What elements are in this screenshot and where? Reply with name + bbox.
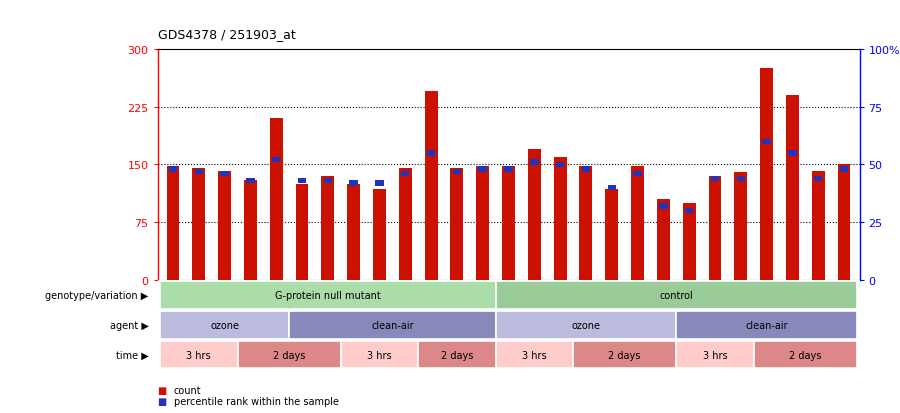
Bar bbox=[418, 341, 496, 368]
Bar bbox=[425, 92, 437, 280]
Bar bbox=[166, 166, 179, 280]
Text: clean-air: clean-air bbox=[371, 320, 414, 330]
Text: GDS4378 / 251903_at: GDS4378 / 251903_at bbox=[158, 28, 295, 41]
Bar bbox=[160, 341, 238, 368]
Bar bbox=[289, 311, 496, 339]
Text: ■: ■ bbox=[158, 396, 166, 406]
Bar bbox=[373, 190, 386, 280]
Bar bbox=[753, 341, 857, 368]
Bar bbox=[676, 311, 857, 339]
Bar bbox=[711, 176, 719, 182]
Bar bbox=[341, 341, 419, 368]
Bar bbox=[786, 96, 799, 280]
Bar bbox=[762, 139, 770, 145]
Text: time ▶: time ▶ bbox=[116, 350, 148, 360]
Text: clean-air: clean-air bbox=[745, 320, 788, 330]
Text: percentile rank within the sample: percentile rank within the sample bbox=[174, 396, 338, 406]
Bar bbox=[788, 151, 796, 156]
Bar bbox=[734, 173, 747, 280]
Bar bbox=[554, 157, 567, 280]
Text: 2 days: 2 days bbox=[441, 350, 473, 360]
Bar bbox=[193, 169, 205, 280]
Bar bbox=[349, 181, 358, 186]
Bar bbox=[556, 162, 564, 168]
Bar bbox=[169, 167, 177, 172]
Bar bbox=[218, 171, 231, 280]
Bar bbox=[840, 167, 848, 172]
Bar bbox=[685, 209, 693, 214]
Bar bbox=[238, 341, 341, 368]
Text: 3 hrs: 3 hrs bbox=[186, 350, 211, 360]
Bar bbox=[194, 169, 203, 175]
Bar bbox=[657, 199, 670, 280]
Text: 2 days: 2 days bbox=[608, 350, 641, 360]
Bar bbox=[298, 178, 306, 184]
Bar bbox=[295, 184, 309, 280]
Text: ■: ■ bbox=[158, 385, 166, 395]
Bar bbox=[347, 184, 360, 280]
Text: G-protein null mutant: G-protein null mutant bbox=[275, 290, 381, 300]
Bar bbox=[476, 166, 489, 280]
Bar bbox=[760, 69, 773, 280]
Bar bbox=[581, 167, 590, 172]
Bar bbox=[272, 158, 281, 163]
Bar bbox=[683, 204, 696, 280]
Bar bbox=[399, 169, 411, 280]
Bar bbox=[220, 171, 229, 177]
Text: 2 days: 2 days bbox=[789, 350, 822, 360]
Bar bbox=[496, 311, 676, 339]
Text: agent ▶: agent ▶ bbox=[110, 320, 148, 330]
Bar bbox=[504, 167, 513, 172]
Text: ozone: ozone bbox=[210, 320, 239, 330]
Bar bbox=[659, 204, 668, 209]
Bar bbox=[634, 171, 642, 177]
Bar bbox=[631, 166, 644, 280]
Bar bbox=[528, 150, 541, 280]
Bar bbox=[530, 160, 538, 165]
Bar bbox=[676, 341, 753, 368]
Bar bbox=[814, 176, 823, 182]
Text: 3 hrs: 3 hrs bbox=[367, 350, 392, 360]
Bar bbox=[708, 176, 722, 280]
Bar bbox=[580, 166, 592, 280]
Text: genotype/variation ▶: genotype/variation ▶ bbox=[45, 290, 148, 300]
Bar bbox=[736, 176, 745, 182]
Bar bbox=[812, 171, 824, 280]
Bar bbox=[160, 311, 289, 339]
Bar bbox=[608, 185, 616, 191]
Bar bbox=[375, 181, 383, 186]
Bar bbox=[496, 282, 857, 309]
Text: 3 hrs: 3 hrs bbox=[522, 350, 546, 360]
Bar bbox=[324, 178, 332, 184]
Bar bbox=[160, 282, 496, 309]
Text: control: control bbox=[660, 290, 693, 300]
Text: 3 hrs: 3 hrs bbox=[703, 350, 727, 360]
Bar bbox=[496, 341, 573, 368]
Bar bbox=[427, 151, 436, 156]
Bar bbox=[573, 341, 676, 368]
Bar bbox=[453, 169, 461, 175]
Text: count: count bbox=[174, 385, 202, 395]
Bar bbox=[244, 180, 256, 280]
Bar bbox=[247, 178, 255, 184]
Bar bbox=[321, 176, 334, 280]
Bar bbox=[450, 169, 464, 280]
Text: ozone: ozone bbox=[572, 320, 600, 330]
Bar bbox=[270, 119, 283, 280]
Bar bbox=[838, 165, 850, 280]
Text: 2 days: 2 days bbox=[273, 350, 305, 360]
Bar bbox=[479, 167, 487, 172]
Bar bbox=[401, 171, 410, 177]
Bar bbox=[502, 166, 515, 280]
Bar bbox=[606, 190, 618, 280]
